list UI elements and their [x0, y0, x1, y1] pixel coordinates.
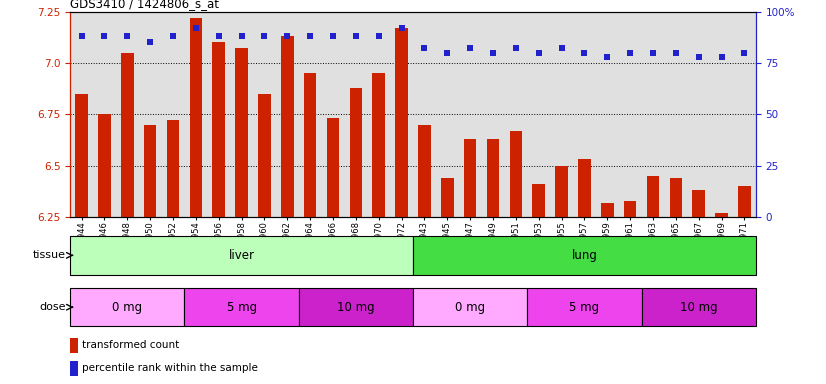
Bar	[299, 288, 413, 326]
Point	[738, 50, 751, 56]
Text: 0 mg: 0 mg	[455, 301, 485, 314]
Bar	[555, 166, 567, 217]
Bar	[418, 124, 430, 217]
Bar	[738, 186, 751, 217]
Point	[304, 33, 317, 39]
Bar	[70, 361, 78, 376]
Bar	[510, 131, 522, 217]
Point	[669, 50, 682, 56]
Bar	[235, 48, 248, 217]
Point	[647, 50, 660, 56]
Bar	[144, 124, 156, 217]
Text: tissue: tissue	[33, 250, 66, 260]
Bar	[121, 53, 134, 217]
Point	[349, 33, 363, 39]
Point	[624, 50, 637, 56]
Bar	[75, 94, 88, 217]
Bar	[190, 18, 202, 217]
Bar	[533, 184, 545, 217]
Bar	[624, 200, 636, 217]
Bar	[304, 73, 316, 217]
Point	[692, 54, 705, 60]
Text: 5 mg: 5 mg	[569, 301, 600, 314]
Bar	[413, 236, 756, 275]
Point	[532, 50, 545, 56]
Point	[509, 45, 523, 51]
Bar	[647, 176, 659, 217]
Bar	[464, 139, 477, 217]
Point	[463, 45, 477, 51]
Bar	[373, 73, 385, 217]
Point	[167, 33, 180, 39]
Bar	[670, 178, 682, 217]
Text: GDS3410 / 1424806_s_at: GDS3410 / 1424806_s_at	[70, 0, 219, 10]
Point	[715, 54, 729, 60]
Point	[555, 45, 568, 51]
Point	[487, 50, 500, 56]
Point	[326, 33, 339, 39]
Point	[98, 33, 112, 39]
Bar	[70, 236, 413, 275]
Point	[189, 25, 202, 31]
Point	[121, 33, 134, 39]
Bar	[98, 114, 111, 217]
Point	[418, 45, 431, 51]
Bar	[527, 288, 642, 326]
Bar	[184, 288, 299, 326]
Text: 10 mg: 10 mg	[337, 301, 375, 314]
Text: dose: dose	[40, 302, 66, 312]
Bar	[396, 28, 408, 217]
Bar	[212, 42, 225, 217]
Text: percentile rank within the sample: percentile rank within the sample	[83, 363, 258, 373]
Text: transformed count: transformed count	[83, 340, 179, 350]
Point	[395, 25, 408, 31]
Bar	[281, 36, 293, 217]
Point	[441, 50, 454, 56]
Bar	[413, 288, 527, 326]
Text: liver: liver	[229, 249, 254, 262]
Bar	[441, 178, 453, 217]
Point	[235, 33, 249, 39]
Bar	[70, 288, 184, 326]
Bar	[715, 213, 728, 217]
Bar	[487, 139, 499, 217]
Text: 0 mg: 0 mg	[112, 301, 142, 314]
Bar	[642, 288, 756, 326]
Bar	[692, 190, 705, 217]
Bar	[259, 94, 271, 217]
Point	[281, 33, 294, 39]
Bar	[349, 88, 362, 217]
Point	[601, 54, 614, 60]
Point	[212, 33, 225, 39]
Text: 10 mg: 10 mg	[680, 301, 718, 314]
Bar	[601, 203, 614, 217]
Point	[578, 50, 591, 56]
Point	[373, 33, 386, 39]
Bar	[327, 118, 339, 217]
Bar	[70, 338, 78, 353]
Bar	[167, 121, 179, 217]
Point	[144, 39, 157, 45]
Point	[75, 33, 88, 39]
Bar	[578, 159, 591, 217]
Text: 5 mg: 5 mg	[226, 301, 257, 314]
Text: lung: lung	[572, 249, 597, 262]
Point	[258, 33, 271, 39]
